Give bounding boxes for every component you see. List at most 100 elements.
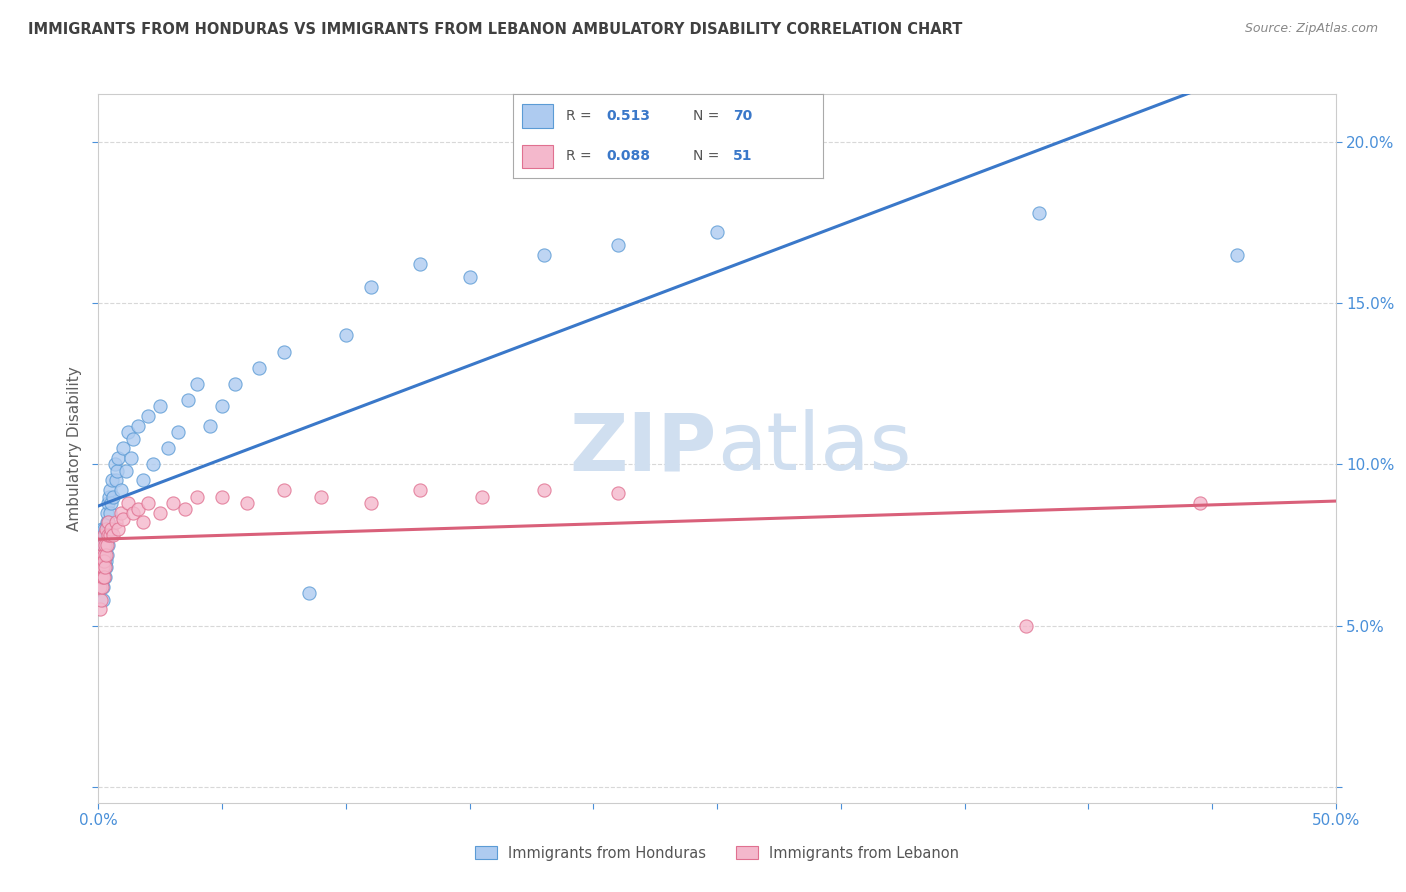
Point [156,441,179,455]
Point [96,522,118,536]
Point [162,496,184,510]
Point [90,560,112,574]
Point [309,490,332,504]
Point [273,344,295,359]
Point [97,516,120,530]
Point [607,486,630,500]
Point [103,458,125,472]
Point [127,502,149,516]
Point [97,538,120,552]
Point [136,496,159,510]
Point [97,522,120,536]
Point [117,425,139,439]
Point [98,506,121,520]
Point [97,528,120,542]
Point [409,258,432,272]
Text: R =: R = [565,109,596,123]
Point [94,554,117,568]
Point [706,225,728,239]
Point [103,490,125,504]
Point [91,570,114,584]
Point [97,490,120,504]
Point [93,538,115,552]
Point [93,592,115,607]
Bar [523,145,554,169]
Point [96,516,118,530]
Point [98,528,121,542]
Text: atlas: atlas [717,409,911,487]
Point [94,548,117,562]
Point [360,496,382,510]
Point [166,425,188,439]
Point [176,392,198,407]
Point [198,418,221,433]
Point [94,548,117,562]
Point [107,450,129,465]
Text: N =: N = [693,109,723,123]
Point [132,474,155,488]
Point [104,516,127,530]
Point [101,474,124,488]
Point [335,328,357,343]
Text: 0.088: 0.088 [606,149,650,163]
Point [136,409,159,423]
Point [100,496,122,510]
Point [110,483,132,497]
Point [93,554,115,568]
Point [104,474,127,488]
Point [114,464,136,478]
Point [93,554,115,568]
Point [132,516,155,530]
Point [247,360,270,375]
Text: IMMIGRANTS FROM HONDURAS VS IMMIGRANTS FROM LEBANON AMBULATORY DISABILITY CORREL: IMMIGRANTS FROM HONDURAS VS IMMIGRANTS F… [28,22,963,37]
Point [533,248,555,262]
Point [93,570,115,584]
Point [91,528,114,542]
Point [1028,206,1050,220]
Point [90,554,112,568]
Point [93,538,115,552]
Point [94,560,117,574]
Legend: Immigrants from Honduras, Immigrants from Lebanon: Immigrants from Honduras, Immigrants fro… [470,839,965,866]
Point [103,528,125,542]
Point [112,512,135,526]
Point [1188,496,1211,510]
Point [96,528,118,542]
Point [94,522,117,536]
Point [91,580,114,594]
Point [186,376,208,391]
Point [224,376,246,391]
Point [93,522,115,536]
Point [122,432,145,446]
Point [90,522,112,536]
Point [90,580,112,594]
Point [96,560,118,574]
Point [91,554,114,568]
Point [112,441,135,455]
Point [89,538,111,552]
Point [96,506,118,520]
Point [93,560,115,574]
Point [94,570,117,584]
Point [97,496,120,510]
Point [96,548,118,562]
Point [298,586,321,600]
Point [236,496,259,510]
Point [91,548,114,562]
Point [93,570,115,584]
Point [90,570,112,584]
Point [1226,248,1249,262]
Text: R =: R = [565,149,596,163]
Point [91,554,114,568]
Point [94,538,117,552]
Point [98,528,121,542]
Point [360,280,382,294]
Text: Source: ZipAtlas.com: Source: ZipAtlas.com [1244,22,1378,36]
Point [127,418,149,433]
Point [110,506,132,520]
Point [94,528,117,542]
Point [93,528,115,542]
Text: N =: N = [693,149,723,163]
Point [409,483,432,497]
Y-axis label: Ambulatory Disability: Ambulatory Disability [66,366,82,531]
